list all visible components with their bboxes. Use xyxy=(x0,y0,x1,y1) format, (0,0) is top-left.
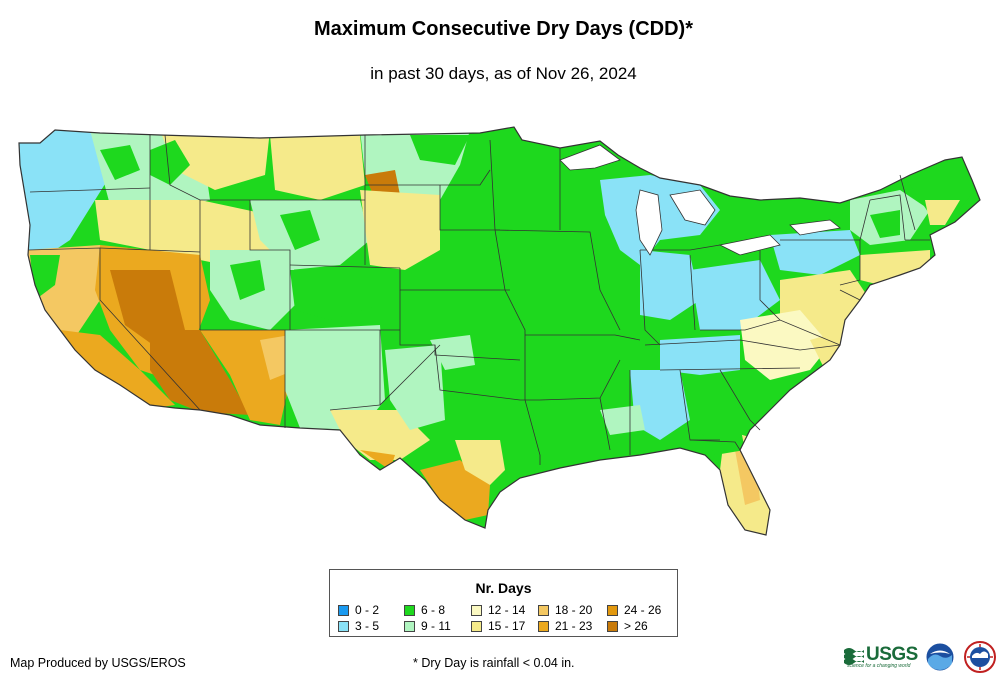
state-boundaries xyxy=(18,126,981,536)
cdd-color-regions xyxy=(19,127,980,535)
legend-label: 9 - 11 xyxy=(421,619,451,633)
legend: Nr. Days 0 - 2 3 - 5 6 - 8 9 - 11 12 - 1… xyxy=(329,569,678,637)
usgs-logo: USGS science for a changing world xyxy=(844,644,918,669)
map-credit: Map Produced by USGS/EROS xyxy=(10,656,186,670)
noaa-logo-icon xyxy=(925,642,955,672)
legend-swatch xyxy=(404,621,415,632)
legend-label: 21 - 23 xyxy=(555,619,593,633)
legend-label: 18 - 20 xyxy=(555,603,593,617)
usgs-tagline: science for a changing world xyxy=(847,663,911,669)
legend-label: 24 - 26 xyxy=(624,603,662,617)
legend-label: 6 - 8 xyxy=(421,603,446,617)
footnote: * Dry Day is rainfall < 0.04 in. xyxy=(413,656,575,670)
great-lakes xyxy=(559,144,841,256)
legend-item-9-11: 9 - 11 xyxy=(404,619,451,633)
legend-label: 0 - 2 xyxy=(355,603,380,617)
legend-item-21-23: 21 - 23 xyxy=(538,619,592,633)
legend-swatch xyxy=(338,605,349,616)
legend-swatch xyxy=(404,605,415,616)
legend-swatch xyxy=(338,621,349,632)
legend-swatch xyxy=(538,621,549,632)
legend-item-18-20: 18 - 20 xyxy=(538,603,592,617)
legend-label: > 26 xyxy=(624,619,648,633)
legend-label: 15 - 17 xyxy=(488,619,526,633)
legend-item-24-26: 24 - 26 xyxy=(607,603,661,617)
usgs-wave-icon xyxy=(844,648,864,665)
legend-item-15-17: 15 - 17 xyxy=(471,619,525,633)
legend-item-0-2: 0 - 2 xyxy=(338,603,379,617)
legend-item-3-5: 3 - 5 xyxy=(338,619,379,633)
legend-swatch xyxy=(607,605,618,616)
legend-swatch xyxy=(607,621,618,632)
map-title: Maximum Consecutive Dry Days (CDD)* xyxy=(314,18,693,40)
nws-logo-icon xyxy=(964,641,996,673)
legend-item-12-14: 12 - 14 xyxy=(471,603,525,617)
legend-swatch xyxy=(538,605,549,616)
legend-title: Nr. Days xyxy=(475,580,532,596)
legend-label: 12 - 14 xyxy=(488,603,526,617)
usgs-wordmark: USGS xyxy=(866,644,918,665)
legend-label: 3 - 5 xyxy=(355,619,380,633)
legend-item-gt-26: > 26 xyxy=(607,619,648,633)
legend-swatch xyxy=(471,621,482,632)
legend-item-6-8: 6 - 8 xyxy=(404,603,445,617)
legend-swatch xyxy=(471,605,482,616)
map-subtitle: in past 30 days, as of Nov 26, 2024 xyxy=(370,64,637,83)
